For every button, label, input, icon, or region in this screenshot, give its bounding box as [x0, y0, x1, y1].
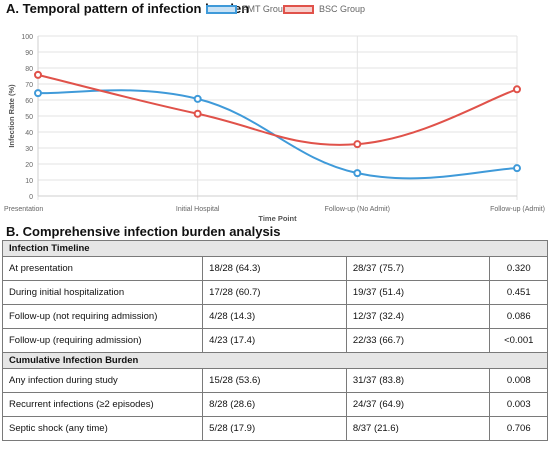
table-row: Septic shock (any time) 5/28 (17.9) 8/37… — [1, 416, 548, 441]
fmt-value-cell: 8/28 (28.6) — [202, 392, 347, 417]
legend-swatch-fmt — [206, 5, 237, 14]
table-row: During initial hospitalization 17/28 (60… — [1, 280, 548, 305]
section-heading-cell: Cumulative Infection Burden — [2, 352, 548, 369]
fmt-value-cell: 4/23 (17.4) — [202, 328, 347, 353]
data-point-bsc — [513, 85, 521, 94]
data-point-bsc — [193, 109, 202, 118]
y-tick-label: 20 — [25, 162, 33, 169]
line-chart: 0 10 20 30 40 50 60 70 80 90 100 Presentation Initia… — [4, 34, 545, 223]
row-label-cell: Recurrent infections (≥2 episodes) — [1, 392, 204, 417]
fmt-value-cell: 17/28 (60.7) — [202, 280, 347, 305]
legend-label-fmt: FMT Group — [242, 4, 288, 14]
table-row: Follow-up (not requiring admission) 4/28… — [1, 304, 548, 329]
data-point-bsc — [353, 140, 362, 149]
x-tick-label: Initial Hospital — [176, 206, 220, 213]
bsc-value-cell: 31/37 (83.8) — [345, 368, 491, 393]
y-tick-label: 60 — [25, 98, 33, 105]
x-axis-title: Time Point — [258, 214, 297, 223]
legend-item-bsc[interactable]: BSC Group — [283, 4, 365, 16]
y-tick-label: 50 — [25, 114, 33, 121]
p-value-cell: 0.451 — [489, 280, 548, 305]
fmt-value-cell: 15/28 (53.6) — [202, 368, 347, 393]
x-tick-label: Follow-up (Admit) — [490, 206, 545, 213]
y-tick-label: 40 — [25, 130, 33, 137]
y-tick-label: 80 — [25, 66, 33, 73]
y-tick-label: 100 — [21, 34, 33, 41]
p-value-cell: 0.003 — [489, 392, 548, 417]
p-value-cell: 0.320 — [489, 256, 548, 281]
series-line-bsc — [37, 73, 518, 146]
bsc-value-cell: 22/33 (66.7) — [345, 328, 491, 353]
row-label-cell: Septic shock (any time) — [1, 416, 204, 441]
table-row: Recurrent infections (≥2 episodes) 8/28 … — [1, 392, 548, 417]
p-value-cell: 0.008 — [489, 368, 548, 393]
table-row: At presentation 18/28 (64.3) 28/37 (75.7… — [1, 256, 548, 281]
fmt-value-cell: 18/28 (64.3) — [202, 256, 347, 281]
y-tick-label: 90 — [25, 50, 33, 57]
p-value-cell: 0.086 — [489, 304, 548, 329]
legend-swatch-bsc — [283, 5, 314, 14]
table-title: B. Comprehensive infection burden analys… — [6, 224, 281, 239]
y-tick-label: 30 — [25, 146, 33, 153]
data-point-fmt — [34, 89, 42, 98]
x-tick-label: Follow-up (No Admit) — [325, 206, 390, 213]
bsc-value-cell: 12/37 (32.4) — [345, 304, 491, 329]
legend-label-bsc: BSC Group — [319, 4, 366, 14]
data-point-fmt — [193, 94, 202, 103]
bsc-value-cell: 28/37 (75.7) — [345, 256, 491, 281]
series-line-fmt — [37, 89, 518, 180]
x-tick-label: Presentation — [4, 206, 43, 213]
legend-item-fmt[interactable]: FMT Group — [206, 4, 288, 16]
y-tick-label: 10 — [25, 178, 33, 185]
fmt-value-cell: 4/28 (14.3) — [202, 304, 347, 329]
table-row: Follow-up (requiring admission) 4/23 (17… — [1, 328, 548, 353]
p-value-cell: 0.706 — [489, 416, 548, 441]
data-point-bsc — [34, 70, 42, 79]
row-label-cell: During initial hospitalization — [1, 280, 204, 305]
chart-title: A. Temporal pattern of infection burden — [6, 1, 250, 16]
table-section-heading: Infection Timeline — [2, 240, 548, 257]
bsc-value-cell: 19/37 (51.4) — [345, 280, 491, 305]
p-value-cell: <0.001 — [489, 328, 548, 353]
y-tick-label: 70 — [25, 82, 33, 89]
data-point-fmt — [513, 164, 521, 173]
row-label-cell: Follow-up (not requiring admission) — [1, 304, 204, 329]
data-point-fmt — [353, 169, 362, 178]
table-section-heading: Cumulative Infection Burden — [2, 352, 548, 369]
bsc-value-cell: 8/37 (21.6) — [345, 416, 491, 441]
table-row: Any infection during study 15/28 (53.6) … — [1, 368, 548, 393]
bsc-value-cell: 24/37 (64.9) — [345, 392, 491, 417]
y-axis-title: Infection Rate (%) — [7, 84, 16, 148]
section-heading-cell: Infection Timeline — [2, 240, 548, 257]
row-label-cell: At presentation — [1, 256, 204, 281]
row-label-cell: Follow-up (requiring admission) — [1, 328, 204, 353]
row-label-cell: Any infection during study — [1, 368, 204, 393]
infection-burden-table: Infection Timeline At presentation 18/28… — [1, 240, 548, 441]
fmt-value-cell: 5/28 (17.9) — [202, 416, 347, 441]
y-tick-label: 0 — [29, 194, 33, 201]
